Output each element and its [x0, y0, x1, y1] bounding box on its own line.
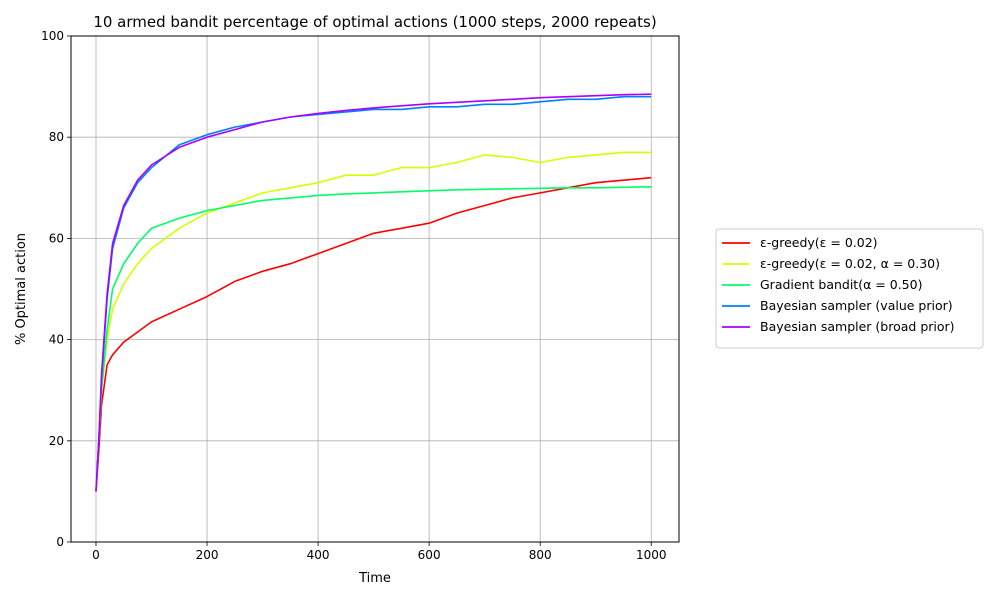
- y-axis-label: % Optimal action: [14, 233, 29, 345]
- series-line-1: [95, 176, 652, 492]
- series-lines: [95, 93, 652, 492]
- y-tick-label: 40: [49, 333, 64, 347]
- x-axis-label: Time: [358, 571, 391, 586]
- series-line-5: [95, 93, 652, 492]
- legend-box: [715, 228, 984, 349]
- x-tick-label: 0: [92, 548, 100, 562]
- plot-frame: [70, 35, 680, 543]
- y-tick-label: 80: [49, 130, 64, 144]
- y-axis-ticks: 0 20 40 60 80 100: [41, 29, 71, 549]
- x-tick-label: 600: [418, 548, 441, 562]
- series-line-3: [95, 186, 652, 492]
- x-tick-label: 1000: [636, 548, 667, 562]
- y-tick-label: 20: [49, 434, 64, 448]
- y-tick-label: 60: [49, 231, 64, 245]
- legend-label-3: Gradient bandit(α = 0.50): [760, 277, 922, 292]
- series-line-2: [95, 151, 652, 492]
- chart-title: 10 armed bandit percentage of optimal ac…: [93, 13, 656, 31]
- x-tick-label: 800: [529, 548, 552, 562]
- series-line-4: [95, 95, 652, 492]
- legend-label-1: ε-greedy(ε = 0.02): [760, 235, 878, 250]
- x-axis-ticks: 0 200 400 600 800 1000: [92, 542, 667, 562]
- legend-label-4: Bayesian sampler (value prior): [760, 298, 953, 313]
- legend-label-2: ε-greedy(ε = 0.02, α = 0.30): [760, 256, 940, 271]
- legend-items: ε-greedy(ε = 0.02) ε-greedy(ε = 0.02, α =…: [722, 235, 955, 334]
- y-tick-label: 0: [56, 535, 64, 549]
- x-tick-label: 400: [307, 548, 330, 562]
- y-tick-label: 100: [41, 29, 64, 43]
- legend-label-5: Bayesian sampler (broad prior): [760, 319, 955, 334]
- legend: ε-greedy(ε = 0.02) ε-greedy(ε = 0.02, α =…: [715, 228, 984, 349]
- x-tick-label: 200: [196, 548, 219, 562]
- grid: [71, 35, 679, 543]
